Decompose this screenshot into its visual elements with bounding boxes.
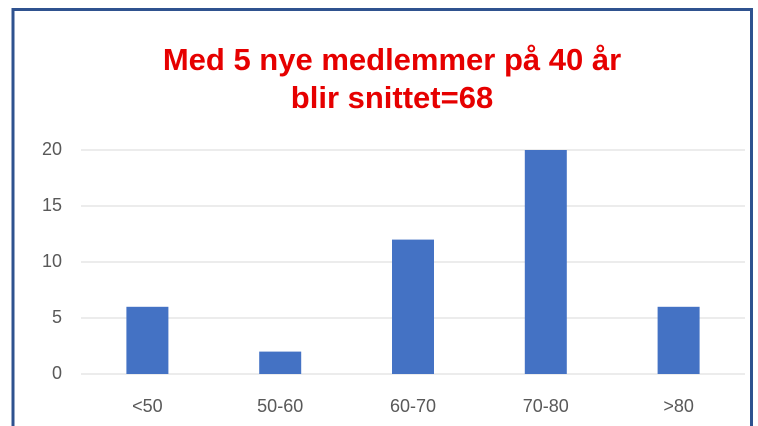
y-tick-label: 0 bbox=[52, 363, 62, 383]
bar bbox=[657, 306, 700, 374]
y-tick-label: 15 bbox=[42, 195, 62, 215]
x-tick-label: <50 bbox=[132, 396, 163, 416]
bar bbox=[392, 239, 434, 374]
bar bbox=[259, 351, 302, 374]
bar bbox=[126, 306, 169, 374]
x-tick-label: 70-80 bbox=[523, 396, 569, 416]
y-tick-label: 20 bbox=[42, 139, 62, 159]
y-tick-label: 10 bbox=[42, 251, 62, 271]
y-tick-label: 5 bbox=[52, 307, 62, 327]
frame bbox=[11, 8, 753, 426]
chart-title: Med 5 nye medlemmer på 40 år bbox=[163, 42, 621, 77]
chart-title: blir snittet=68 bbox=[291, 80, 493, 115]
x-tick-label: 60-70 bbox=[390, 396, 436, 416]
x-tick-label: >80 bbox=[663, 396, 694, 416]
x-tick-label: 50-60 bbox=[257, 396, 303, 416]
bar bbox=[524, 150, 567, 374]
